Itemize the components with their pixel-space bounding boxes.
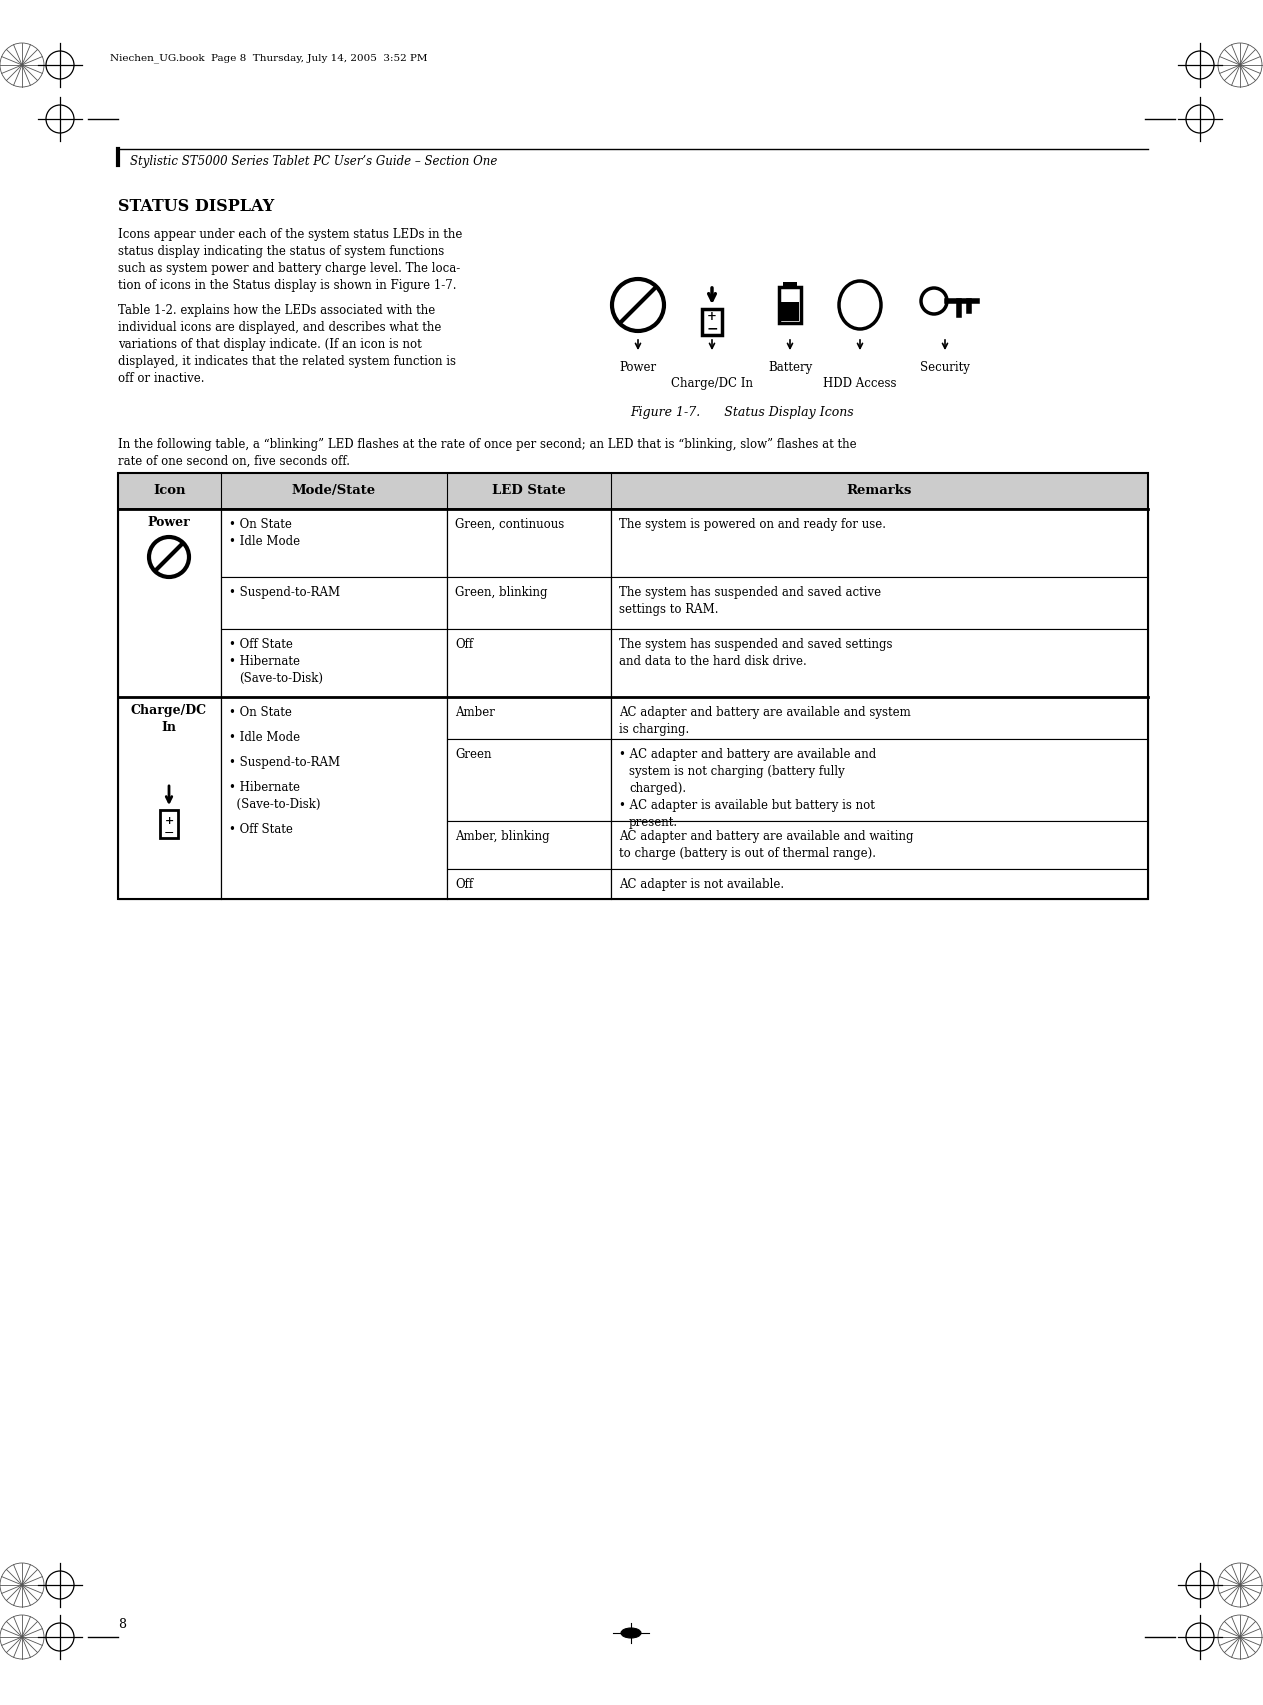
Text: • Suspend-to-RAM: • Suspend-to-RAM (229, 585, 340, 598)
Text: charged).: charged). (629, 781, 686, 795)
Bar (611, 870, 1148, 900)
Text: • Off State: • Off State (229, 822, 293, 835)
Text: to charge (battery is out of thermal range).: to charge (battery is out of thermal ran… (619, 846, 877, 859)
Text: Icons appear under each of the system status LEDs in the: Icons appear under each of the system st… (117, 228, 462, 240)
Text: Charge/DC: Charge/DC (131, 704, 207, 716)
Text: 8: 8 (117, 1616, 126, 1630)
Bar (221, 629, 447, 697)
Bar (117, 474, 1148, 900)
Text: • AC adapter is available but battery is not: • AC adapter is available but battery is… (619, 798, 875, 812)
Bar (221, 510, 447, 578)
Bar (611, 578, 1148, 629)
Text: AC adapter and battery are available and system: AC adapter and battery are available and… (619, 706, 911, 718)
Text: • On State: • On State (229, 518, 292, 530)
Text: +: + (707, 309, 717, 322)
Text: Table 1-2. explains how the LEDs associated with the: Table 1-2. explains how the LEDs associa… (117, 303, 436, 317)
Text: AC adapter and battery are available and waiting: AC adapter and battery are available and… (619, 830, 913, 842)
Text: • Off State: • Off State (229, 638, 293, 651)
Text: Niechen_UG.book  Page 8  Thursday, July 14, 2005  3:52 PM: Niechen_UG.book Page 8 Thursday, July 14… (110, 53, 427, 63)
Bar (783, 283, 797, 288)
Bar (779, 288, 801, 324)
Text: Icon: Icon (153, 484, 186, 496)
Bar (117, 697, 221, 900)
Bar (611, 822, 1148, 870)
Text: The system has suspended and saved settings: The system has suspended and saved setti… (619, 638, 893, 651)
Bar (611, 740, 1148, 822)
Text: tion of icons in the Status display is shown in Figure 1-7.: tion of icons in the Status display is s… (117, 280, 456, 292)
Text: Off: Off (455, 878, 474, 890)
Bar (447, 870, 611, 900)
Bar (611, 629, 1148, 697)
Text: Battery: Battery (768, 361, 812, 373)
Text: (Save-to-Disk): (Save-to-Disk) (229, 798, 321, 810)
Bar (781, 303, 799, 322)
Bar (447, 740, 611, 822)
Text: −: − (164, 825, 174, 839)
Text: Amber: Amber (455, 706, 495, 718)
Text: The system is powered on and ready for use.: The system is powered on and ready for u… (619, 518, 887, 530)
Bar (447, 629, 611, 697)
Text: Power: Power (619, 361, 657, 373)
Text: HDD Access: HDD Access (823, 377, 897, 390)
Text: In the following table, a “blinking” LED flashes at the rate of once per second;: In the following table, a “blinking” LED… (117, 438, 856, 450)
Bar (447, 578, 611, 629)
Text: Power: Power (148, 515, 191, 529)
Text: and data to the hard disk drive.: and data to the hard disk drive. (619, 655, 807, 668)
Text: settings to RAM.: settings to RAM. (619, 602, 719, 616)
Text: • AC adapter and battery are available and: • AC adapter and battery are available a… (619, 747, 877, 760)
Text: • On State: • On State (229, 706, 292, 718)
Text: present.: present. (629, 815, 678, 829)
Text: individual icons are displayed, and describes what the: individual icons are displayed, and desc… (117, 321, 441, 334)
Text: Security: Security (919, 361, 970, 373)
Text: system is not charging (battery fully: system is not charging (battery fully (629, 764, 845, 777)
Text: Off: Off (455, 638, 474, 651)
Text: Green, blinking: Green, blinking (455, 585, 547, 598)
Text: • Idle Mode: • Idle Mode (229, 535, 301, 547)
Text: • Suspend-to-RAM: • Suspend-to-RAM (229, 755, 340, 769)
Text: STATUS DISPLAY: STATUS DISPLAY (117, 198, 274, 215)
Text: The system has suspended and saved active: The system has suspended and saved activ… (619, 585, 882, 598)
Text: off or inactive.: off or inactive. (117, 372, 205, 385)
Text: • Hibernate: • Hibernate (229, 655, 301, 668)
Text: AC adapter is not available.: AC adapter is not available. (619, 878, 784, 890)
Text: Green: Green (455, 747, 491, 760)
Bar (447, 822, 611, 870)
Bar (221, 697, 447, 900)
Text: Mode/State: Mode/State (292, 484, 376, 496)
Text: In: In (162, 721, 177, 733)
Text: Charge/DC In: Charge/DC In (671, 377, 753, 390)
Bar (447, 697, 611, 740)
Text: (Save-to-Disk): (Save-to-Disk) (239, 672, 323, 685)
Bar (117, 474, 1148, 510)
Text: rate of one second on, five seconds off.: rate of one second on, five seconds off. (117, 455, 350, 467)
Bar (611, 510, 1148, 578)
Text: variations of that display indicate. (If an icon is not: variations of that display indicate. (If… (117, 338, 422, 351)
Text: Green, continuous: Green, continuous (455, 518, 565, 530)
Text: Figure 1-7.      Status Display Icons: Figure 1-7. Status Display Icons (630, 406, 854, 419)
Text: is charging.: is charging. (619, 723, 690, 735)
Bar (160, 810, 178, 839)
Bar (447, 510, 611, 578)
Text: +: + (164, 815, 173, 825)
Text: • Hibernate: • Hibernate (229, 781, 301, 793)
Text: Remarks: Remarks (846, 484, 912, 496)
Text: • Idle Mode: • Idle Mode (229, 730, 301, 743)
Text: Stylistic ST5000 Series Tablet PC User’s Guide – Section One: Stylistic ST5000 Series Tablet PC User’s… (130, 155, 498, 167)
Text: such as system power and battery charge level. The loca-: such as system power and battery charge … (117, 263, 460, 275)
Bar (611, 697, 1148, 740)
Text: LED State: LED State (493, 484, 566, 496)
Bar (702, 310, 722, 336)
Text: status display indicating the status of system functions: status display indicating the status of … (117, 246, 445, 257)
Text: Amber, blinking: Amber, blinking (455, 830, 549, 842)
Text: −: − (706, 321, 717, 334)
Bar (221, 578, 447, 629)
Bar (117, 510, 221, 697)
Ellipse shape (621, 1628, 642, 1639)
Text: displayed, it indicates that the related system function is: displayed, it indicates that the related… (117, 355, 456, 368)
